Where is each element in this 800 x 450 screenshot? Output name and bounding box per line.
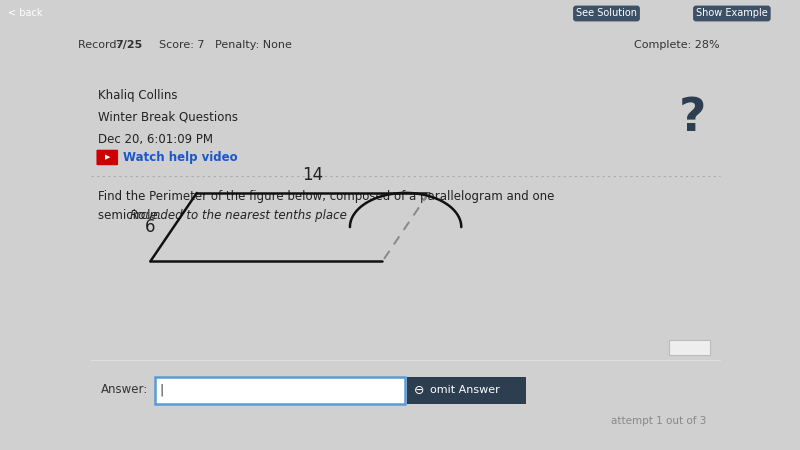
Text: Winter Break Questions: Winter Break Questions [98,111,238,124]
FancyBboxPatch shape [97,150,118,165]
Text: omit Answer: omit Answer [430,385,500,395]
FancyBboxPatch shape [155,377,406,404]
Text: ⊖: ⊖ [414,384,425,397]
Text: Rounded to the nearest tenths place: Rounded to the nearest tenths place [130,209,347,222]
Text: Khaliq Collins: Khaliq Collins [98,89,178,102]
Text: semicircle.: semicircle. [98,209,165,222]
FancyBboxPatch shape [669,340,710,355]
Text: Find the Perimeter of the figure below, composed of a parallelogram and one: Find the Perimeter of the figure below, … [98,190,554,203]
FancyBboxPatch shape [407,377,526,404]
Text: Record:: Record: [78,40,123,50]
Text: Watch help video: Watch help video [123,151,238,164]
Text: Complete: 28%: Complete: 28% [634,40,720,50]
Text: ?: ? [679,96,706,141]
Text: |: | [159,384,163,397]
Text: 14: 14 [302,166,323,184]
Text: ▶: ▶ [105,154,110,161]
Text: See Solution: See Solution [576,9,637,18]
Text: < back: < back [8,9,42,18]
Text: attempt 1 out of 3: attempt 1 out of 3 [611,416,706,426]
Text: Score: 7   Penalty: None: Score: 7 Penalty: None [152,40,292,50]
Text: 7/25: 7/25 [115,40,142,50]
Text: Show Example: Show Example [696,9,768,18]
Text: Dec 20, 6:01:09 PM: Dec 20, 6:01:09 PM [98,133,213,146]
Text: Answer:: Answer: [101,383,149,396]
Text: 6: 6 [145,218,156,236]
